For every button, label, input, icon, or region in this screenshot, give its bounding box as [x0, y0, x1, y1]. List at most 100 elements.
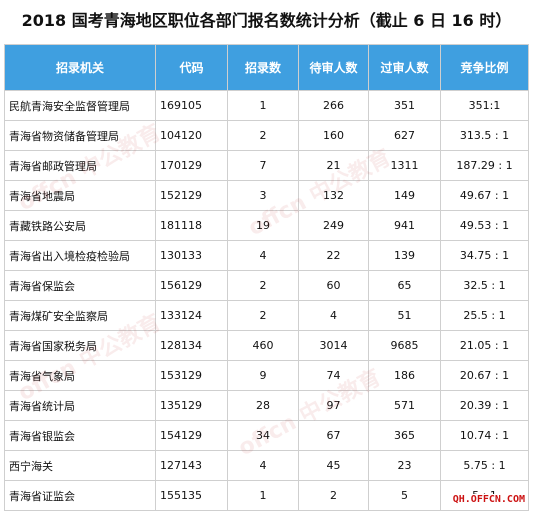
passed-cell: 65	[368, 270, 441, 301]
passed-cell: 365	[368, 420, 441, 451]
agency-cell: 青海省国家税务局	[4, 330, 156, 361]
passed-cell: 9685	[368, 330, 441, 361]
table-row: 青海省物资储备管理局 104120 2 160 627 313.5 : 1	[4, 120, 529, 151]
header-ratio: 竞争比例	[440, 44, 529, 91]
pending-cell: 22	[298, 240, 369, 271]
code-cell: 169105	[155, 90, 228, 121]
ratio-cell: 21.05 : 1	[440, 330, 529, 361]
page-title: 2018 国考青海地区职位各部门报名数统计分析（截止 6 日 16 时）	[21, 11, 512, 30]
table-row: 西宁海关 127143 4 45 23 5.75 : 1	[4, 450, 529, 481]
quota-cell: 9	[227, 360, 299, 391]
ratio-cell: 5.75 : 1	[440, 450, 529, 481]
pending-cell: 97	[298, 390, 369, 421]
code-cell: 155135	[155, 480, 228, 511]
agency-cell: 民航青海安全监督管理局	[4, 90, 156, 121]
table-row: 青海省气象局 153129 9 74 186 20.67 : 1	[4, 360, 529, 391]
pending-cell: 74	[298, 360, 369, 391]
pending-cell: 266	[298, 90, 369, 121]
passed-cell: 139	[368, 240, 441, 271]
pending-cell: 2	[298, 480, 369, 511]
ratio-cell: 49.53 : 1	[440, 210, 529, 241]
code-cell: 127143	[155, 450, 228, 481]
passed-cell: 149	[368, 180, 441, 211]
agency-cell: 青海省统计局	[4, 390, 156, 421]
passed-cell: 186	[368, 360, 441, 391]
table-row: 青海省统计局 135129 28 97 571 20.39 : 1	[4, 390, 529, 421]
quota-cell: 460	[227, 330, 299, 361]
pending-cell: 132	[298, 180, 369, 211]
agency-cell: 西宁海关	[4, 450, 156, 481]
table-row: 青海煤矿安全监察局 133124 2 4 51 25.5 : 1	[4, 300, 529, 331]
agency-cell: 青海省保监会	[4, 270, 156, 301]
stats-table: 招录机关 代码 招录数 待审人数 过审人数 竞争比例 民航青海安全监督管理局 16…	[4, 44, 529, 511]
ratio-cell: 32.5 : 1	[440, 270, 529, 301]
agency-cell: 青海省气象局	[4, 360, 156, 391]
quota-cell: 34	[227, 420, 299, 451]
ratio-cell: 313.5 : 1	[440, 120, 529, 151]
code-cell: 128134	[155, 330, 228, 361]
quota-cell: 4	[227, 240, 299, 271]
pending-cell: 45	[298, 450, 369, 481]
header-quota: 招录数	[227, 44, 299, 91]
passed-cell: 23	[368, 450, 441, 481]
quota-cell: 2	[227, 270, 299, 301]
agency-cell: 青藏铁路公安局	[4, 210, 156, 241]
passed-cell: 571	[368, 390, 441, 421]
code-cell: 133124	[155, 300, 228, 331]
code-cell: 130133	[155, 240, 228, 271]
table-row: 青海省地震局 152129 3 132 149 49.67 : 1	[4, 180, 529, 211]
pending-cell: 60	[298, 270, 369, 301]
table-row: 民航青海安全监督管理局 169105 1 266 351 351:1	[4, 90, 529, 121]
agency-cell: 青海省邮政管理局	[4, 150, 156, 181]
code-cell: 170129	[155, 150, 228, 181]
agency-cell: 青海煤矿安全监察局	[4, 300, 156, 331]
agency-cell: 青海省证监会	[4, 480, 156, 511]
quota-cell: 3	[227, 180, 299, 211]
code-cell: 152129	[155, 180, 228, 211]
quota-cell: 4	[227, 450, 299, 481]
pending-cell: 160	[298, 120, 369, 151]
table-row: 青海省出入境检疫检验局 130133 4 22 139 34.75 : 1	[4, 240, 529, 271]
pending-cell: 21	[298, 150, 369, 181]
ratio-cell: 25.5 : 1	[440, 300, 529, 331]
passed-cell: 351	[368, 90, 441, 121]
quota-cell: 1	[227, 480, 299, 511]
quota-cell: 1	[227, 90, 299, 121]
quota-cell: 2	[227, 120, 299, 151]
ratio-cell: 49.67 : 1	[440, 180, 529, 211]
agency-cell: 青海省地震局	[4, 180, 156, 211]
pending-cell: 249	[298, 210, 369, 241]
passed-cell: 51	[368, 300, 441, 331]
source-url: QH.OFFCN.COM	[450, 494, 527, 505]
table-row: 青藏铁路公安局 181118 19 249 941 49.53 : 1	[4, 210, 529, 241]
code-cell: 135129	[155, 390, 228, 421]
code-cell: 104120	[155, 120, 228, 151]
ratio-cell: 187.29 : 1	[440, 150, 529, 181]
agency-cell: 青海省出入境检疫检验局	[4, 240, 156, 271]
quota-cell: 19	[227, 210, 299, 241]
ratio-cell: 34.75 : 1	[440, 240, 529, 271]
table-row: 青海省保监会 156129 2 60 65 32.5 : 1	[4, 270, 529, 301]
pending-cell: 4	[298, 300, 369, 331]
code-cell: 156129	[155, 270, 228, 301]
quota-cell: 7	[227, 150, 299, 181]
header-code: 代码	[155, 44, 228, 91]
table-row: 青海省银监会 154129 34 67 365 10.74 : 1	[4, 420, 529, 451]
pending-cell: 67	[298, 420, 369, 451]
header-pending: 待审人数	[298, 44, 369, 91]
ratio-cell: 20.39 : 1	[440, 390, 529, 421]
ratio-cell: 351:1	[440, 90, 529, 121]
pending-cell: 3014	[298, 330, 369, 361]
passed-cell: 941	[368, 210, 441, 241]
passed-cell: 5	[368, 480, 441, 511]
table-row: 青海省邮政管理局 170129 7 21 1311 187.29 : 1	[4, 150, 529, 181]
agency-cell: 青海省物资储备管理局	[4, 120, 156, 151]
header-agency: 招录机关	[4, 44, 156, 91]
header-row: 招录机关 代码 招录数 待审人数 过审人数 竞争比例	[4, 44, 529, 91]
ratio-cell: 20.67 : 1	[440, 360, 529, 391]
header-passed: 过审人数	[368, 44, 441, 91]
code-cell: 154129	[155, 420, 228, 451]
passed-cell: 627	[368, 120, 441, 151]
code-cell: 181118	[155, 210, 228, 241]
agency-cell: 青海省银监会	[4, 420, 156, 451]
